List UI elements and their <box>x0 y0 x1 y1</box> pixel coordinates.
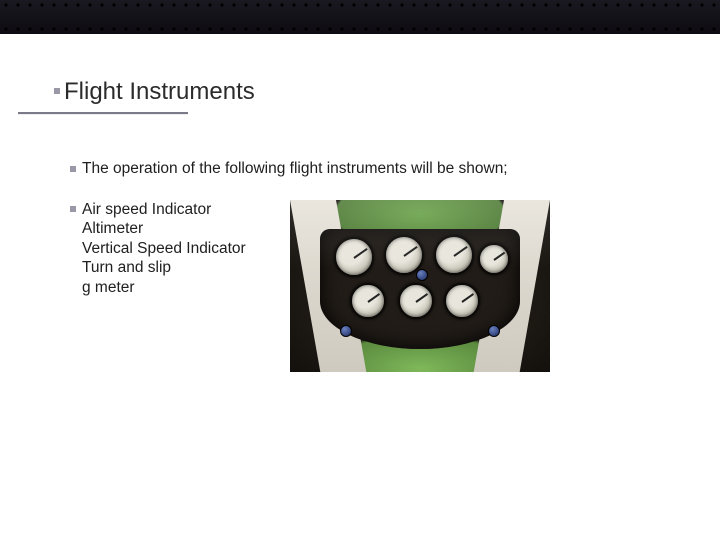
instrument-list: Air speed Indicator Altimeter Vertical S… <box>82 200 246 297</box>
title-wrap: Flight Instruments <box>64 78 255 106</box>
list-item: Air speed Indicator <box>82 200 246 219</box>
list-item: Altimeter <box>82 219 246 238</box>
bullet-square-icon <box>54 88 60 94</box>
list-item: Turn and slip <box>82 258 246 277</box>
title-underline <box>18 112 188 114</box>
list-item: g meter <box>82 278 246 297</box>
list-item: Vertical Speed Indicator <box>82 239 246 258</box>
intro-text: The operation of the following flight in… <box>82 160 508 178</box>
slide-content: Flight Instruments The operation of the … <box>0 0 720 540</box>
photo-glare <box>290 200 550 372</box>
slide-title: Flight Instruments <box>64 78 255 106</box>
bullet-square-icon <box>70 166 76 172</box>
cockpit-photo <box>290 200 550 372</box>
bullet-square-icon <box>70 206 76 212</box>
